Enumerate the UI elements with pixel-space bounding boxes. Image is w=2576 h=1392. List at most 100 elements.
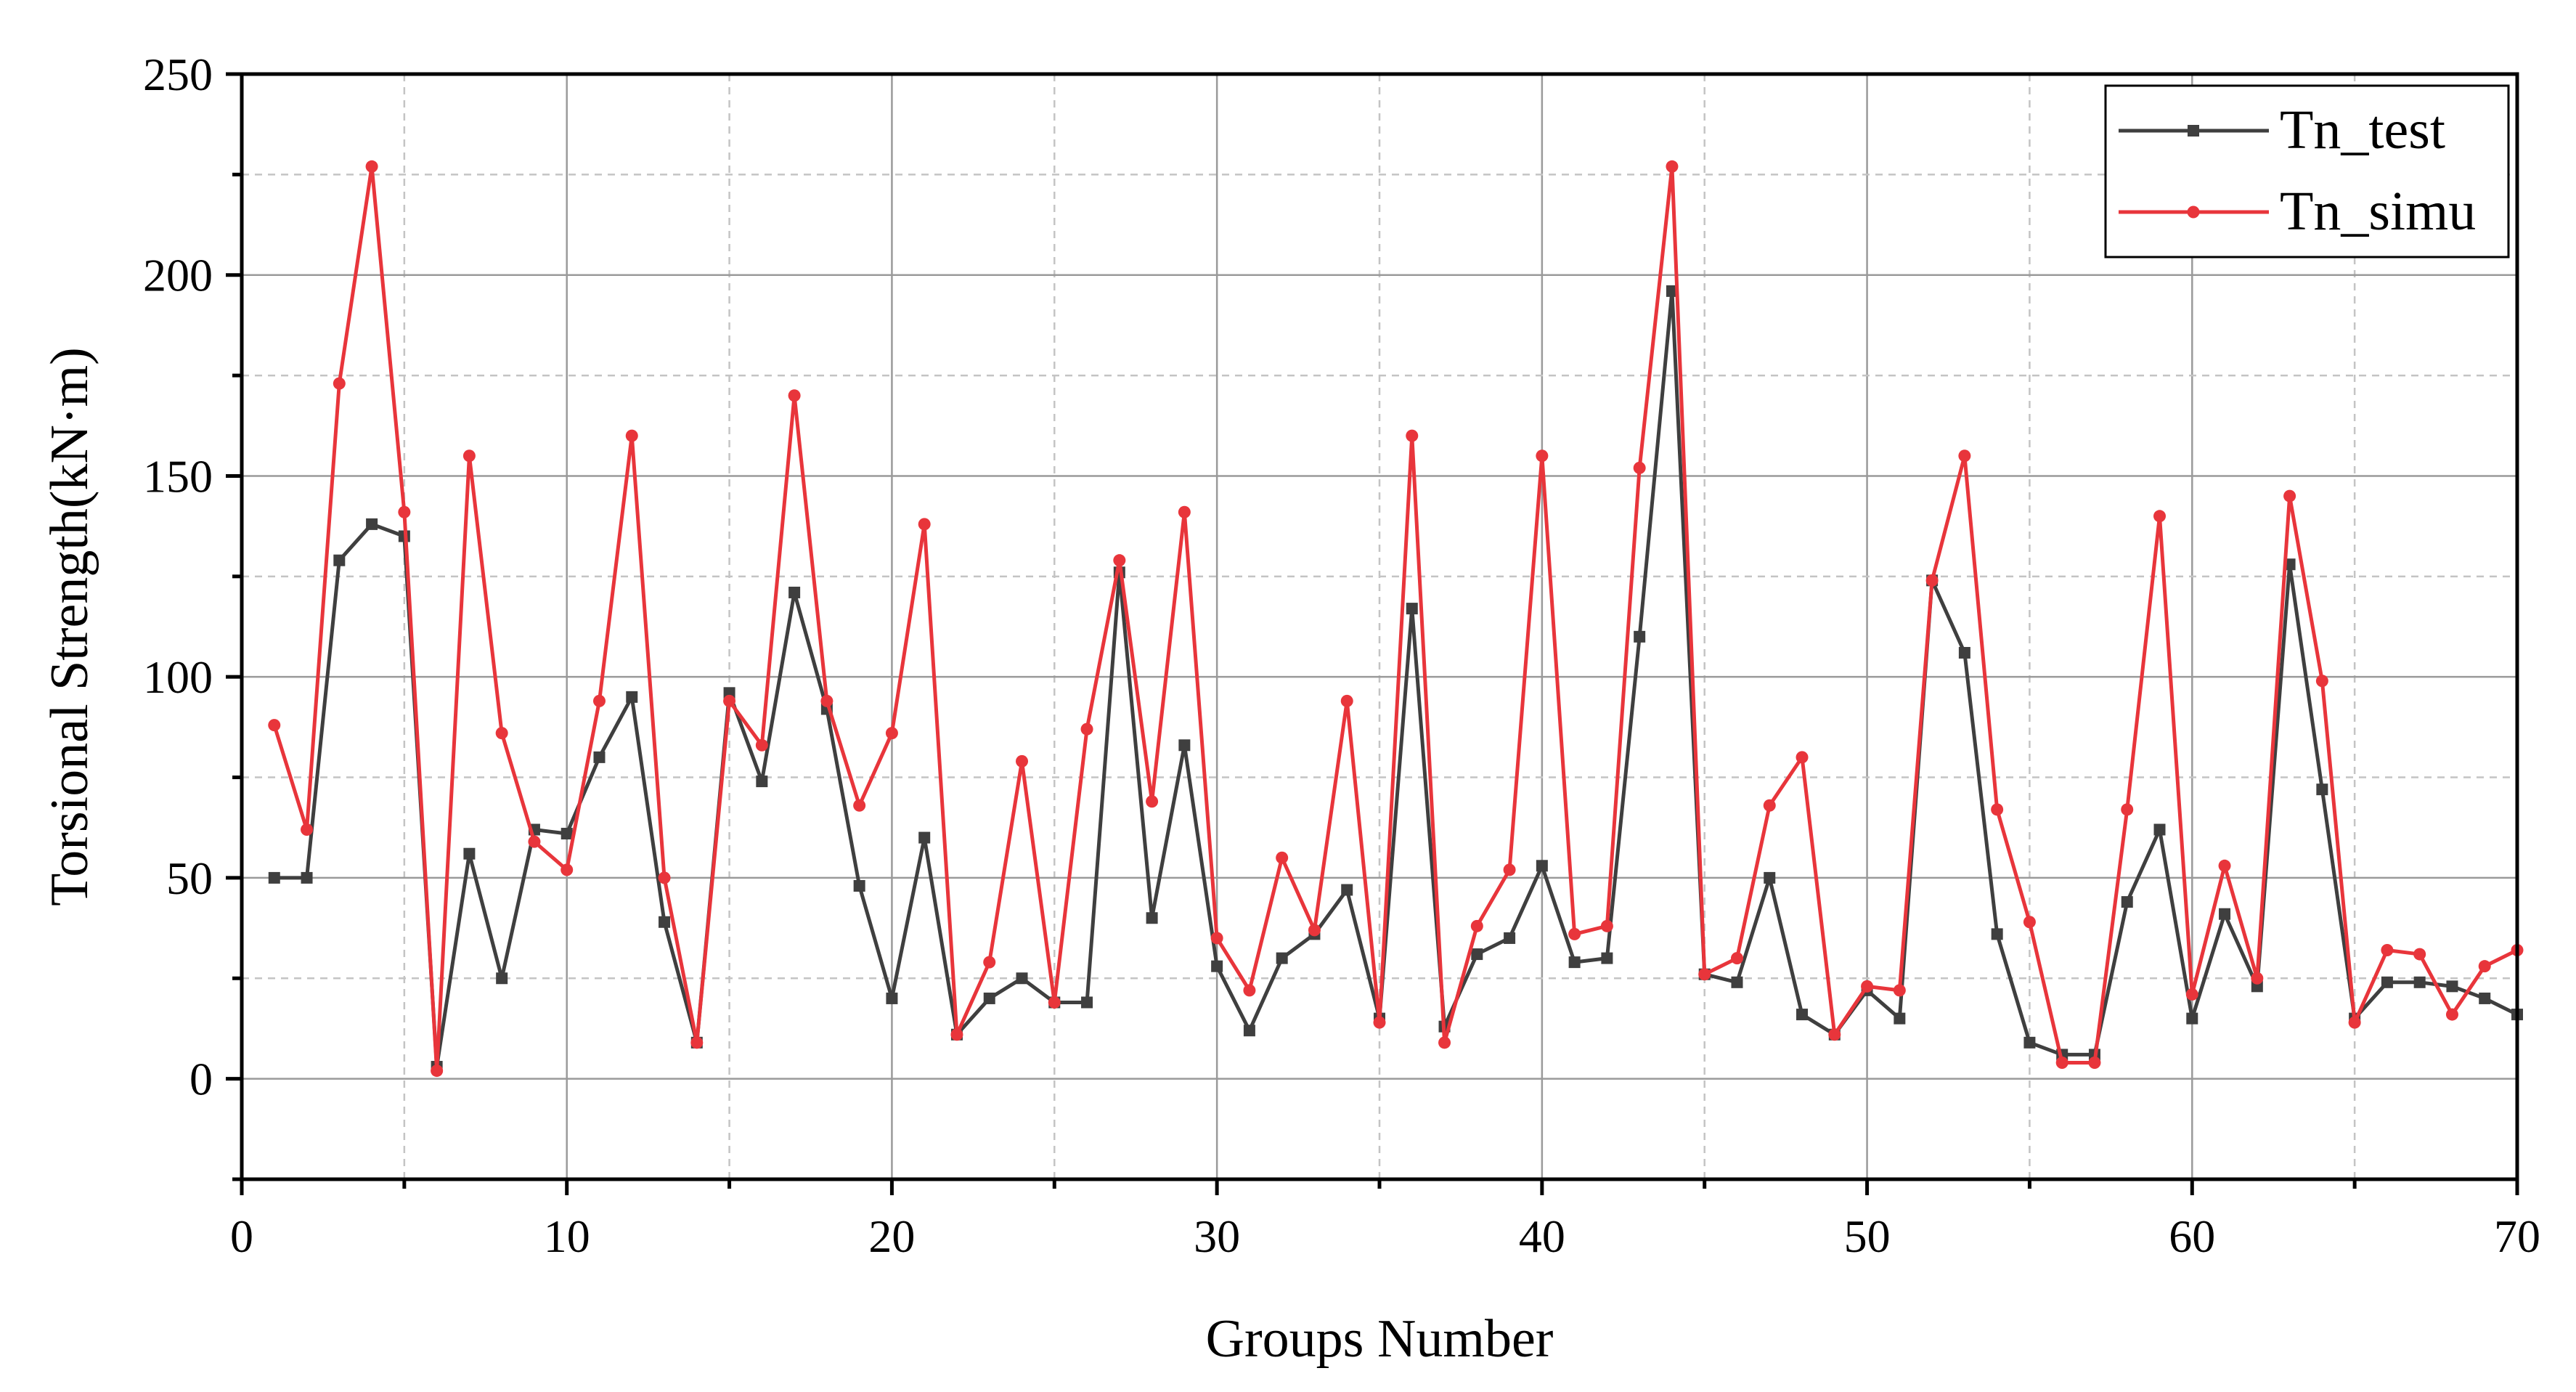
x-tick-label: 60 bbox=[2169, 1210, 2215, 1262]
data-point-circle bbox=[1796, 751, 1809, 764]
data-point-circle bbox=[1600, 919, 1613, 932]
data-point-square bbox=[2023, 1036, 2036, 1049]
data-point-square bbox=[2219, 908, 2231, 920]
data-point-circle bbox=[1080, 723, 1093, 736]
data-point-square bbox=[561, 828, 573, 840]
data-point-circle bbox=[462, 449, 476, 463]
data-point-square bbox=[1958, 646, 1970, 659]
data-point-circle bbox=[1861, 980, 1874, 993]
y-tick-label: 50 bbox=[166, 852, 213, 904]
data-point-circle bbox=[2251, 972, 2264, 985]
data-point-square bbox=[1081, 996, 1093, 1009]
data-point-square bbox=[1731, 976, 1743, 988]
legend-entry: Tn_test bbox=[2119, 99, 2445, 160]
x-tick-label: 0 bbox=[230, 1210, 253, 1262]
data-point-square bbox=[756, 776, 768, 788]
data-point-circle bbox=[1016, 754, 1029, 768]
data-point-circle bbox=[2185, 988, 2198, 1001]
data-point-circle bbox=[1958, 449, 1971, 463]
x-tick-label: 40 bbox=[1519, 1210, 1565, 1262]
data-point-circle bbox=[1698, 968, 1711, 981]
x-tick-label: 20 bbox=[868, 1210, 915, 1262]
data-point-circle bbox=[592, 694, 606, 707]
data-point-square bbox=[2316, 783, 2328, 796]
data-point-square bbox=[1634, 630, 1646, 643]
data-point-circle bbox=[2381, 944, 2394, 957]
data-point-circle bbox=[1340, 694, 1353, 707]
data-point-circle bbox=[1210, 932, 1223, 945]
data-point-circle bbox=[561, 863, 574, 876]
data-point-circle bbox=[788, 389, 801, 402]
x-tick-label: 50 bbox=[1844, 1210, 1891, 1262]
data-point-square bbox=[2413, 976, 2426, 988]
x-tick-label: 30 bbox=[1194, 1210, 1240, 1262]
data-point-circle bbox=[333, 377, 346, 390]
data-point-circle bbox=[1113, 554, 1126, 567]
data-point-circle bbox=[1373, 1016, 1386, 1029]
data-point-square bbox=[626, 691, 638, 703]
data-point-circle bbox=[658, 871, 671, 884]
data-point-circle bbox=[918, 518, 931, 531]
data-point-circle bbox=[1308, 924, 1321, 937]
data-point-circle bbox=[983, 956, 996, 969]
data-point-square bbox=[1146, 912, 1158, 924]
y-tick-label: 250 bbox=[143, 49, 213, 100]
data-point-circle bbox=[1925, 574, 1939, 587]
grid bbox=[242, 74, 2517, 1179]
data-point-circle bbox=[2088, 1056, 2101, 1069]
data-point-square bbox=[301, 871, 313, 884]
x-tick-label: 10 bbox=[544, 1210, 590, 1262]
data-point-circle bbox=[690, 1036, 704, 1049]
data-point-circle bbox=[2413, 948, 2426, 961]
y-tick-label: 0 bbox=[189, 1054, 213, 1105]
data-point-circle bbox=[1536, 449, 1549, 463]
data-point-circle bbox=[2445, 1008, 2458, 1021]
data-point-square bbox=[659, 916, 671, 928]
data-point-circle bbox=[1633, 461, 1646, 474]
data-point-square bbox=[593, 751, 606, 763]
data-point-circle bbox=[1828, 1028, 1841, 1041]
data-point-square bbox=[496, 972, 508, 985]
data-point-circle bbox=[1438, 1036, 1451, 1049]
data-point-circle bbox=[268, 719, 281, 732]
data-point-circle bbox=[2023, 916, 2036, 929]
data-point-circle bbox=[2055, 1056, 2068, 1069]
x-tick-label: 70 bbox=[2494, 1210, 2540, 1262]
data-point-square bbox=[1991, 928, 2003, 940]
data-point-circle bbox=[950, 1028, 963, 1041]
data-point-square bbox=[366, 518, 378, 530]
legend-box bbox=[2104, 84, 2510, 259]
data-point-circle bbox=[1991, 803, 2004, 816]
data-point-circle bbox=[1503, 863, 1516, 876]
legend-marker-circle bbox=[2187, 205, 2200, 219]
data-point-circle bbox=[1243, 984, 1256, 997]
data-point-circle bbox=[1146, 795, 1159, 808]
data-point-square bbox=[1536, 860, 1548, 872]
data-point-square bbox=[1276, 952, 1288, 964]
data-point-circle bbox=[820, 694, 833, 707]
legend-label: Tn_simu bbox=[2280, 181, 2476, 242]
data-point-circle bbox=[495, 727, 508, 740]
data-point-circle bbox=[1276, 851, 1289, 864]
y-tick-label: 100 bbox=[143, 651, 213, 703]
data-point-square bbox=[1568, 956, 1581, 969]
data-point-square bbox=[1471, 948, 1483, 961]
data-point-circle bbox=[1470, 919, 1483, 932]
data-point-circle bbox=[755, 738, 768, 752]
data-point-circle bbox=[2315, 675, 2328, 688]
data-point-square bbox=[268, 871, 280, 884]
data-point-square bbox=[1894, 1012, 1906, 1025]
data-point-square bbox=[2121, 896, 2133, 908]
data-point-circle bbox=[1178, 505, 1191, 518]
data-point-square bbox=[853, 879, 865, 892]
data-point-square bbox=[918, 831, 931, 844]
y-axis-title: Torsional Strength(kN·m) bbox=[40, 347, 99, 906]
data-point-circle bbox=[1893, 984, 1906, 997]
data-point-square bbox=[1243, 1025, 1255, 1037]
data-point-square bbox=[886, 992, 898, 1004]
data-point-circle bbox=[853, 799, 866, 812]
data-point-circle bbox=[1568, 927, 1581, 940]
data-point-circle bbox=[398, 505, 411, 518]
y-tick-label: 150 bbox=[143, 450, 213, 502]
